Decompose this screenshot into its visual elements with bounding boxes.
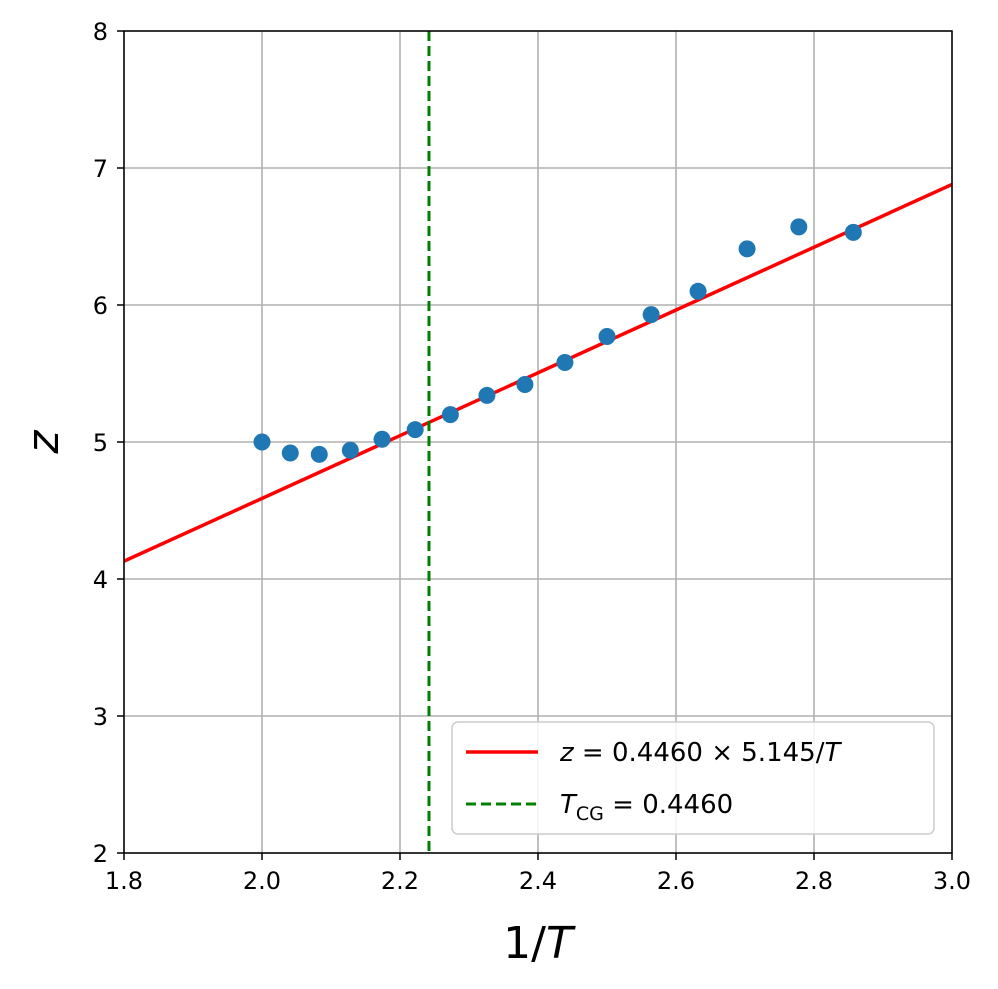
data-point — [844, 223, 862, 241]
x-tick-label: 2.8 — [795, 867, 833, 895]
data-point — [738, 240, 756, 258]
data-point — [689, 282, 707, 300]
y-tick-label: 2 — [93, 840, 108, 868]
legend-label: z = 0.4460 × 5.145/T — [559, 738, 842, 768]
x-tick-label: 2.2 — [381, 867, 419, 895]
y-tick-label: 8 — [93, 18, 108, 46]
data-point — [406, 421, 424, 439]
ticks: 1.8 2.0 2.2 2.4 2.6 2.8 3.0 2 3 4 5 6 7 8 — [93, 18, 971, 895]
data-point — [281, 444, 299, 462]
x-axis-label: 1/T — [503, 918, 576, 969]
x-tick-label: 2.6 — [657, 867, 695, 895]
data-point — [341, 441, 359, 459]
data-point — [441, 406, 459, 424]
data-point — [310, 445, 328, 463]
x-tick-label: 2.0 — [243, 867, 281, 895]
legend-label: TCG = 0.4460 — [560, 790, 733, 825]
legend-box — [451, 721, 935, 835]
data-point — [642, 306, 660, 324]
y-tick-label: 6 — [93, 292, 108, 320]
x-tick-label: 2.4 — [519, 867, 557, 895]
data-point — [516, 375, 534, 393]
x-label-var: T — [546, 918, 576, 969]
x-tick-label: 3.0 — [933, 867, 971, 895]
fit-line — [123, 182, 953, 563]
data-point — [598, 328, 616, 346]
y-tick-label: 3 — [93, 703, 108, 731]
y-tick-label: 5 — [93, 429, 108, 457]
data-point — [373, 430, 391, 448]
data-point — [253, 433, 271, 451]
legend: z = 0.4460 × 5.145/T TCG = 0.4460 — [451, 721, 935, 835]
plot-marks — [123, 31, 953, 853]
data-point — [790, 218, 808, 236]
x-label-prefix: 1/ — [503, 918, 546, 969]
data-point — [478, 386, 496, 404]
x-tick-label: 1.8 — [105, 867, 143, 895]
y-tick-label: 7 — [93, 155, 108, 183]
data-point — [556, 354, 574, 372]
y-tick-label: 4 — [93, 566, 108, 594]
y-axis-label: z — [18, 430, 69, 455]
